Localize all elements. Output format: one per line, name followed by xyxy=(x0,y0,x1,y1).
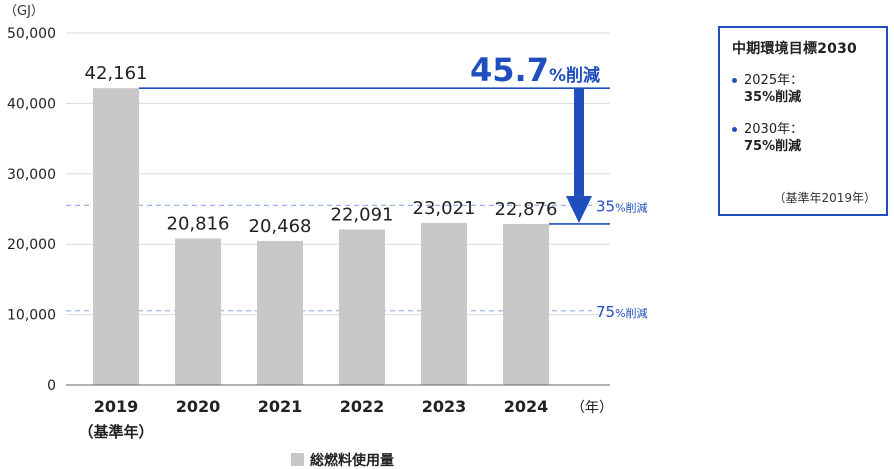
x-tick-label: 2024 xyxy=(504,397,549,416)
reduction-arrow-head xyxy=(566,195,592,223)
data-label: 20,816 xyxy=(167,213,230,234)
target-75-label-number: 75 xyxy=(596,303,615,321)
goal-item-year: 2030年： xyxy=(744,122,804,137)
mid-term-goal-box: 中期環境目標2030 2025年： 35%削減 2030年： 75%削減 （基準… xyxy=(718,26,888,216)
goal-box-title: 中期環境目標2030 xyxy=(732,41,857,57)
bullet-icon xyxy=(732,78,737,83)
y-tick-label: 10,000 xyxy=(7,308,56,324)
bullet-icon xyxy=(732,127,737,132)
y-tick-label: 50,000 xyxy=(7,26,56,42)
bar-2020 xyxy=(175,238,221,385)
goal-item-value: 35%削減 xyxy=(744,90,802,105)
target-35-label-number: 35 xyxy=(596,197,615,215)
data-label: 22,876 xyxy=(495,199,558,220)
data-label: 22,091 xyxy=(331,204,394,225)
x-tick-label: 2023 xyxy=(422,397,467,416)
x-unit-label: （年） xyxy=(571,400,613,416)
reduction-suffix: %削減 xyxy=(549,65,600,86)
goal-item-2025: 2025年： 35%削減 xyxy=(732,72,876,107)
reduction-arrow-shaft xyxy=(574,88,584,196)
y-tick-label: 40,000 xyxy=(7,96,56,112)
reduction-number: 45.7 xyxy=(470,51,549,89)
x-tick-label: 2019 xyxy=(94,397,139,416)
legend-swatch xyxy=(291,453,304,466)
data-label: 20,468 xyxy=(249,216,312,237)
y-tick-label: 30,000 xyxy=(7,167,56,183)
x-tick-label: 2022 xyxy=(340,397,385,416)
target-35-label: 35%削減 xyxy=(596,197,648,215)
y-tick-label: 20,000 xyxy=(7,237,56,253)
bar-2023 xyxy=(421,222,467,385)
goal-item-2030: 2030年： 75%削減 xyxy=(732,121,876,156)
bar-2024 xyxy=(503,223,549,385)
goal-item-value: 75%削減 xyxy=(744,139,802,154)
bar-2021 xyxy=(257,240,303,385)
data-label: 42,161 xyxy=(85,63,148,84)
x-tick-label: 2020 xyxy=(176,397,221,416)
fuel-usage-bar-chart: （GJ） 0 10,000 20,000 30,000 40,000 50,000 42,16… xyxy=(4,4,648,469)
goal-item-year: 2025年： xyxy=(744,73,804,88)
target-75-label-suffix: %削減 xyxy=(615,306,647,320)
x-tick-label: 2021 xyxy=(258,397,303,416)
reduction-annotation: 45.7%削減 xyxy=(470,51,600,89)
target-75-label: 75%削減 xyxy=(596,303,648,321)
x-tick-sublabel: （基準年） xyxy=(78,423,153,441)
y-unit-label: （GJ） xyxy=(4,4,44,19)
y-tick-label: 0 xyxy=(47,378,56,394)
bar-2019 xyxy=(93,88,139,386)
bar-2022 xyxy=(339,229,385,385)
goal-box-note: （基準年2019年） xyxy=(773,191,876,205)
target-35-label-suffix: %削減 xyxy=(615,200,647,214)
legend-label: 総燃料使用量 xyxy=(310,452,394,469)
data-label: 23,021 xyxy=(413,198,476,219)
